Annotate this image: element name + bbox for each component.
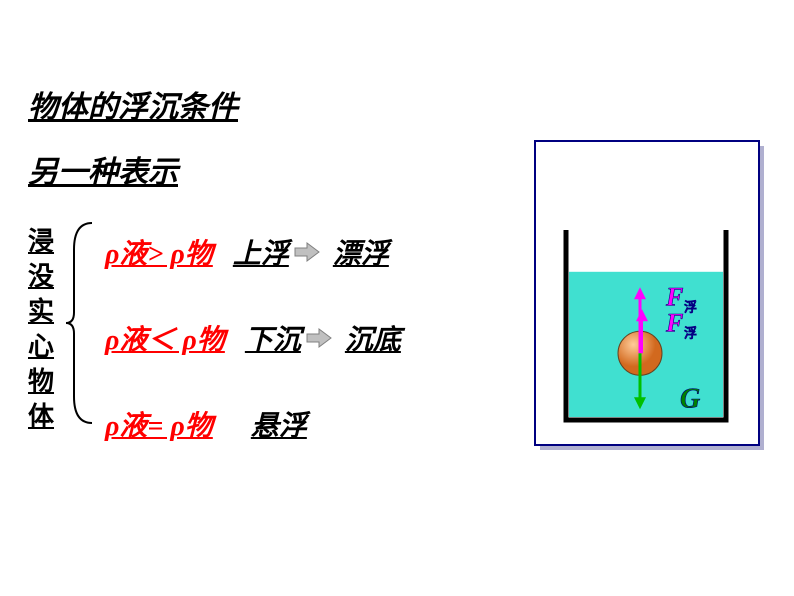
result-label: 漂浮 [333, 232, 389, 272]
result-label: 下沉 [245, 318, 301, 358]
result-label: 悬浮 [251, 404, 307, 444]
result-label: 沉底 [345, 318, 401, 358]
svg-text:F: F [665, 308, 683, 337]
density-formula: ρ液> ρ物 [105, 232, 213, 272]
density-formula: ρ液= ρ物 [105, 404, 213, 444]
buoyancy-diagram: F 浮F 浮 G [534, 140, 766, 452]
density-formula: ρ液＜ ρ物 [105, 318, 225, 358]
svg-text:浮: 浮 [684, 325, 697, 340]
curly-brace [62, 218, 102, 438]
svg-text:浮: 浮 [684, 299, 697, 314]
vertical-label: 浸没实心物体 [28, 224, 56, 434]
arrow-right-icon [305, 327, 333, 349]
result-label: 上浮 [233, 232, 289, 272]
formula-row: ρ液= ρ物悬浮 [105, 404, 307, 444]
arrow-right-icon [293, 241, 321, 263]
formula-row: ρ液＜ ρ物下沉 沉底 [105, 318, 401, 358]
svg-text:F: F [665, 282, 683, 311]
svg-text:G: G [680, 383, 700, 414]
main-title: 物体的浮沉条件 [28, 82, 238, 126]
subtitle: 另一种表示 [28, 147, 178, 191]
formula-row: ρ液> ρ物上浮 漂浮 [105, 232, 389, 272]
